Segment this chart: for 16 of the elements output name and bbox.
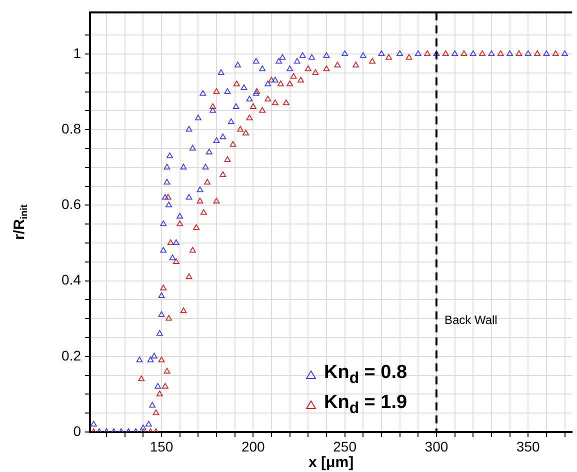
y-tick-label: 0.6 — [62, 196, 82, 212]
legend-label: Kn$_{d}$ = 0.8 — [324, 362, 408, 388]
y-axis-title: r/Rinit — [11, 204, 30, 240]
y-tick-label: 1 — [73, 44, 82, 61]
x-tick-label: 350 — [516, 438, 540, 454]
x-tick-label: 150 — [150, 438, 174, 454]
x-axis-title: x [μm] — [308, 454, 354, 472]
x-tick-label: 300 — [424, 438, 448, 454]
y-tick-label: 0 — [73, 422, 82, 439]
x-tick-label: 250 — [333, 438, 357, 454]
y-tick-label: 0.2 — [62, 347, 82, 364]
ref-line-label: Back Wall — [444, 312, 498, 327]
x-tick-label: 200 — [241, 438, 266, 454]
legend-label: Kn$_{d}$ = 1.9 — [324, 392, 408, 418]
y-tick-label: 0.8 — [62, 120, 82, 136]
y-tick-label: 0.4 — [62, 272, 82, 288]
